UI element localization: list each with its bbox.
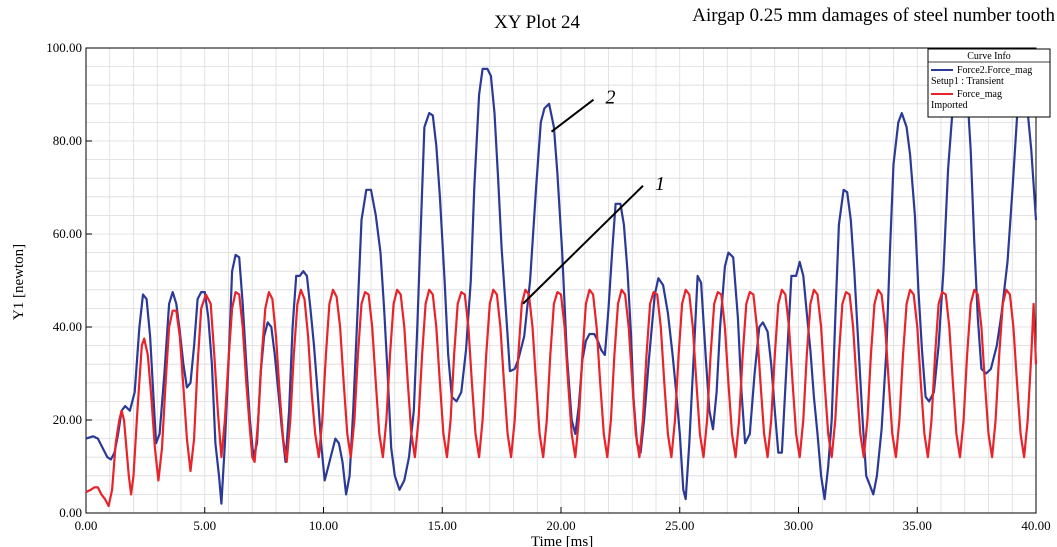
legend-entry-2-name: Force_mag	[957, 89, 1002, 100]
x-tick-label: 25.00	[665, 518, 694, 533]
x-tick-label: 5.00	[193, 518, 216, 533]
legend-entry-2-source: Imported	[931, 100, 968, 111]
y-tick-label: 80.00	[53, 133, 82, 148]
annotation-leader-1	[522, 185, 644, 305]
y-tick-label: 100.00	[46, 40, 82, 55]
x-tick-label: 10.00	[309, 518, 338, 533]
y-tick-label: 40.00	[53, 319, 82, 334]
y-axis-label: Y1 [newton]	[11, 244, 27, 320]
x-axis-label: Time [ms]	[531, 534, 593, 547]
annotation-label-2: 2	[606, 87, 616, 109]
annotation-layer: 21	[522, 87, 665, 305]
legend-entry-1-source: Setup1 : Transient	[931, 76, 1004, 87]
y-tick-label: 20.00	[53, 412, 82, 427]
x-tick-label: 0.00	[75, 518, 98, 533]
legend-entry-1-name: Force2.Force_mag	[957, 65, 1032, 76]
series-line-force2-force-mag	[85, 67, 1038, 505]
annotation-leader-2	[550, 98, 595, 133]
y-tick-label: 0.00	[59, 505, 82, 520]
x-tick-label: 15.00	[428, 518, 457, 533]
y-tick-label: 60.00	[53, 226, 82, 241]
x-tick-label: 40.00	[1021, 518, 1050, 533]
legend-title: Curve Info	[967, 51, 1011, 62]
axis-ticks: 0.00 5.00 10.00 15.00 20.00 25.00 30.00 35.00 40…	[46, 40, 1050, 533]
legend-box	[927, 48, 1051, 118]
x-tick-label: 20.00	[546, 518, 575, 533]
plot-name: XY Plot 24	[494, 12, 580, 33]
chart-title: Airgap 0.25 mm damages of steel number t…	[692, 5, 1055, 26]
series-layer	[85, 67, 1038, 508]
x-tick-label: 30.00	[784, 518, 813, 533]
series-line-force-mag	[85, 288, 1038, 508]
x-tick-label: 35.00	[903, 518, 932, 533]
legend: Curve Info Force2.Force_mag Setup1 : Tra…	[927, 48, 1051, 118]
annotation-label-1: 1	[655, 173, 665, 195]
